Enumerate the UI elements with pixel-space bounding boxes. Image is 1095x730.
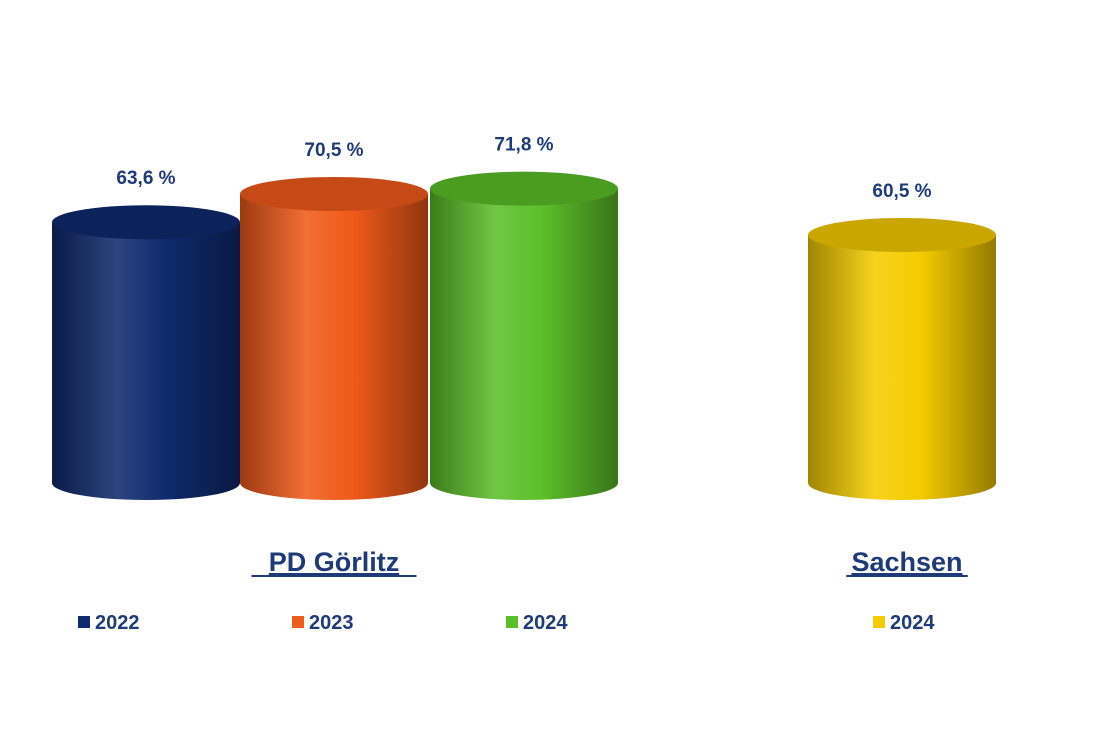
legend-item-1: 2022 (78, 612, 140, 634)
bar-pd-g-rlitz-2023-top (240, 176, 428, 211)
legend: 2022 2023 2024 2024 (78, 612, 935, 634)
legend-label: 2024 (523, 612, 568, 634)
bars-layer (52, 171, 996, 501)
bar-pd-g-rlitz-2022-top (52, 205, 240, 240)
group-labels-layer: PD Görlitz Sachsen (251, 547, 968, 577)
bar-sachsen-2024-top (808, 217, 996, 252)
group-label-sachsen: Sachsen (851, 547, 962, 577)
legend-swatch (78, 616, 90, 628)
bar-pd-g-rlitz-2024-top (430, 171, 618, 206)
bar-sachsen-2024-value-label: 60,5 % (872, 181, 931, 202)
legend-label: 2024 (890, 612, 935, 634)
legend-label: 2022 (95, 612, 140, 634)
labels-layer: 63,6 % 70,5 % 71,8 % 60,5 % (116, 135, 931, 202)
bar-pd-g-rlitz-2023-body (240, 193, 428, 500)
legend-label: 2023 (309, 612, 354, 634)
group-label-pd-g-rlitz: PD Görlitz (269, 547, 400, 577)
bar-pd-g-rlitz-2022 (52, 205, 240, 501)
bar-pd-g-rlitz-2024-value-label: 71,8 % (494, 135, 553, 156)
bar-sachsen-2024-body (808, 234, 996, 500)
legend-swatch (506, 616, 518, 628)
bar-pd-g-rlitz-2022-value-label: 63,6 % (116, 168, 175, 189)
bar-pd-g-rlitz-2024 (430, 171, 618, 500)
bar-pd-g-rlitz-2022-body (52, 222, 240, 501)
bar-pd-g-rlitz-2023 (240, 176, 428, 500)
legend-swatch (873, 616, 885, 628)
legend-item-3: 2024 (506, 612, 568, 634)
legend-item-4: 2024 (873, 612, 935, 634)
bar-pd-g-rlitz-2024-body (430, 188, 618, 500)
bar-sachsen-2024 (808, 217, 996, 500)
bar-pd-g-rlitz-2023-value-label: 70,5 % (304, 140, 363, 161)
legend-swatch (292, 616, 304, 628)
legend-item-2: 2023 (292, 612, 354, 634)
